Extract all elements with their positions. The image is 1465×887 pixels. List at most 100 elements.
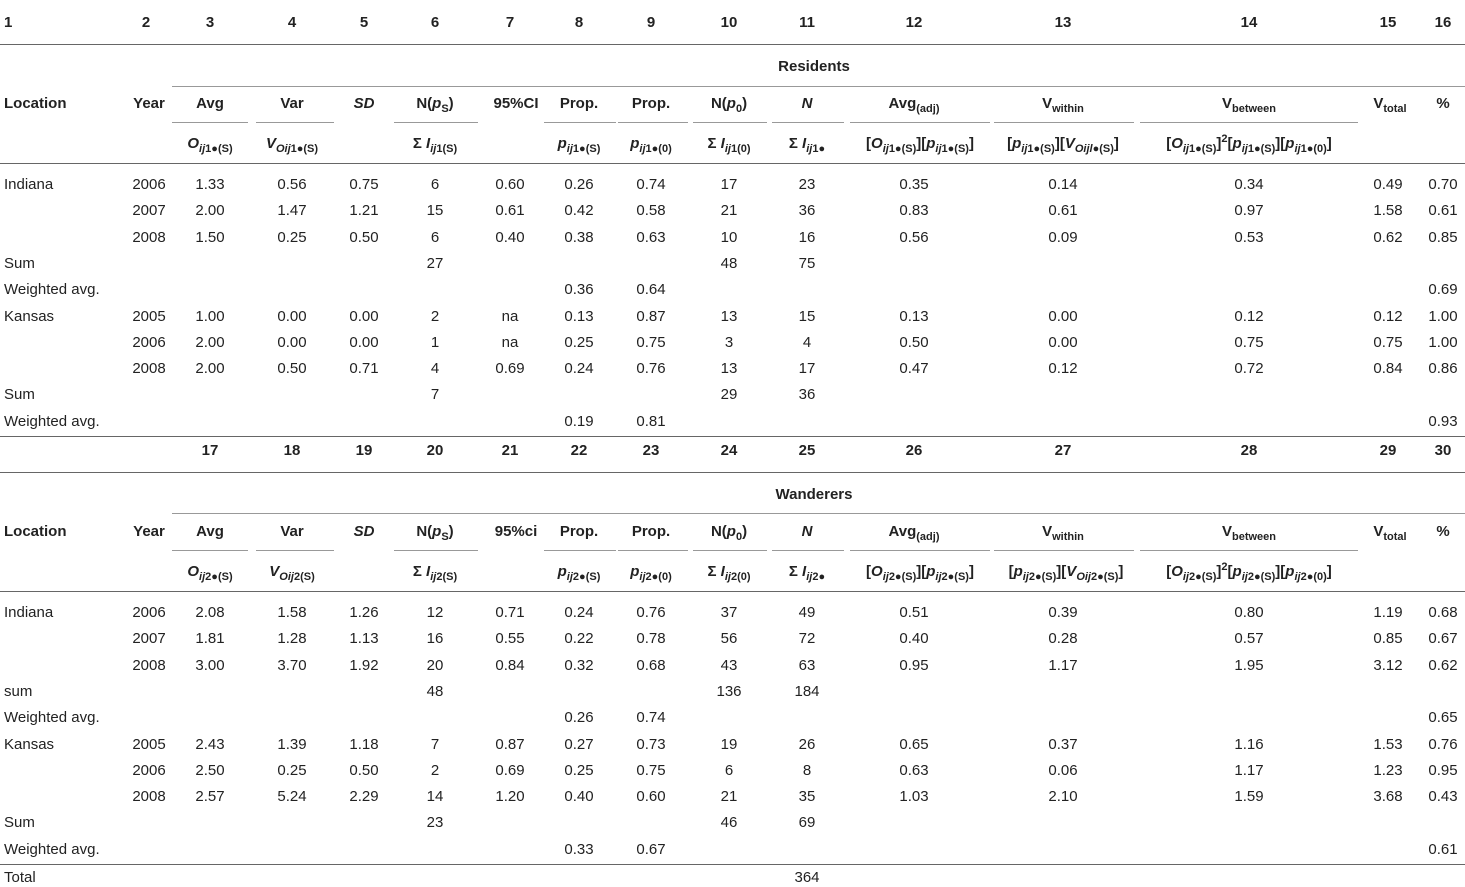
header-avg-adj: Avg(adj): [888, 95, 940, 115]
cell-year: 2005: [132, 736, 166, 753]
header-formula-adj: [Oij2●(S)][pij2●(S)]: [866, 563, 974, 583]
rule: [394, 550, 478, 551]
total-value: 364: [794, 869, 820, 886]
cell-sd: 2.29: [349, 788, 379, 805]
cell-prop-s: 0.19: [564, 413, 594, 430]
cell-n-ps: 2: [430, 762, 440, 779]
cell-location: Weighted avg.: [4, 413, 100, 430]
cell-n-p0: 19: [720, 736, 738, 753]
cell-var: 0.00: [277, 308, 307, 325]
col-number: 3: [205, 14, 215, 31]
cell-percent: 0.43: [1428, 788, 1458, 805]
header-year: Year: [133, 523, 165, 540]
rule: [172, 86, 1465, 87]
cell-var: 1.47: [277, 202, 307, 219]
section-title-residents: Residents: [778, 58, 850, 75]
cell-avg-adj: 0.65: [899, 736, 929, 753]
cell-n: 8: [802, 762, 812, 779]
cell-avg: 2.00: [195, 360, 225, 377]
header-avg-adj: Avg(adj): [888, 523, 940, 543]
header-formula-within: [pij1●(S)][VOijl●(S)]: [1007, 135, 1119, 155]
header-n: N: [801, 523, 813, 540]
cell-v-total: 0.84: [1373, 360, 1403, 377]
header-sym-p-s: pij2●(S): [557, 563, 601, 583]
cell-n-p0: 43: [720, 657, 738, 674]
cell-var: 0.25: [277, 762, 307, 779]
cell-n-ps: 27: [426, 255, 444, 272]
cell-sd: 1.21: [349, 202, 379, 219]
cell-percent: 0.61: [1428, 202, 1458, 219]
col-number: 5: [359, 14, 369, 31]
cell-sd: 0.00: [349, 334, 379, 351]
cell-year: 2008: [132, 788, 166, 805]
cell-v-total: 1.53: [1373, 736, 1403, 753]
header-var: Var: [280, 95, 304, 112]
cell-v-between: 0.53: [1234, 229, 1264, 246]
cell-n-ps: 1: [430, 334, 440, 351]
cell-v-within: 0.09: [1048, 229, 1078, 246]
header-prop-0: Prop.: [631, 95, 671, 112]
cell-prop-s: 0.25: [564, 334, 594, 351]
header-sym-o: Oij1●(S): [187, 135, 233, 155]
header-sym-p-s: pij1●(S): [557, 135, 601, 155]
col-number: 27: [1054, 442, 1072, 459]
cell-n-ps: 7: [430, 736, 440, 753]
cell-n-p0: 37: [720, 604, 738, 621]
header-sym-sum-i: Σ Iij1(S): [412, 135, 458, 155]
cell-prop-s: 0.25: [564, 762, 594, 779]
cell-prop-s: 0.26: [564, 176, 594, 193]
cell-percent: 0.85: [1428, 229, 1458, 246]
header-vtotal: Vtotal: [1373, 95, 1407, 115]
rule: [0, 591, 1465, 592]
cell-n-p0: 13: [720, 308, 738, 325]
col-number: 15: [1379, 14, 1397, 31]
cell-location: Sum: [4, 255, 35, 272]
cell-n-p0: 13: [720, 360, 738, 377]
rule: [172, 550, 248, 551]
cell-n-p0: 48: [720, 255, 738, 272]
cell-n: 35: [798, 788, 816, 805]
cell-v-between: 0.57: [1234, 630, 1264, 647]
cell-prop-0: 0.78: [636, 630, 666, 647]
header-location: Location: [4, 523, 67, 540]
rule: [772, 122, 844, 123]
cell-prop-s: 0.38: [564, 229, 594, 246]
cell-n: 17: [798, 360, 816, 377]
cell-prop-s: 0.42: [564, 202, 594, 219]
cell-percent: 0.68: [1428, 604, 1458, 621]
cell-n: 75: [798, 255, 816, 272]
cell-location: Indiana: [4, 176, 54, 193]
cell-n-ps: 6: [430, 176, 440, 193]
cell-location: Indiana: [4, 604, 54, 621]
cell-percent: 0.86: [1428, 360, 1458, 377]
cell-location: Sum: [4, 814, 35, 831]
rule: [850, 550, 990, 551]
cell-n: 63: [798, 657, 816, 674]
header-n-p0: N(p0): [710, 95, 748, 115]
cell-var: 5.24: [277, 788, 307, 805]
rule: [0, 163, 1465, 164]
col-number: 8: [574, 14, 584, 31]
cell-n: 49: [798, 604, 816, 621]
col-number: 17: [201, 442, 219, 459]
cell-v-total: 1.58: [1373, 202, 1403, 219]
header-sym-sum-n: Σ Iij1●: [788, 135, 826, 155]
header-vbetween: Vbetween: [1221, 95, 1277, 115]
cell-n: 184: [794, 683, 820, 700]
cell-v-total: 0.75: [1373, 334, 1403, 351]
cell-v-within: 2.10: [1048, 788, 1078, 805]
cell-year: 2006: [132, 176, 166, 193]
col-number: 10: [720, 14, 738, 31]
cell-v-total: 0.49: [1373, 176, 1403, 193]
cell-v-between: 1.95: [1234, 657, 1264, 674]
cell-ci: 0.69: [495, 360, 525, 377]
col-number: 9: [646, 14, 656, 31]
cell-n-p0: 17: [720, 176, 738, 193]
cell-prop-s: 0.33: [564, 841, 594, 858]
cell-v-between: 1.59: [1234, 788, 1264, 805]
cell-v-total: 0.62: [1373, 229, 1403, 246]
cell-n-p0: 56: [720, 630, 738, 647]
cell-prop-s: 0.32: [564, 657, 594, 674]
cell-n: 69: [798, 814, 816, 831]
cell-var: 1.39: [277, 736, 307, 753]
